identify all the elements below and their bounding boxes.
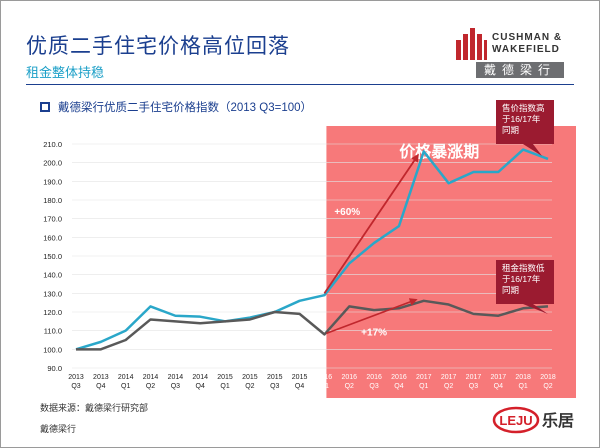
x-tick-quarter: Q2 bbox=[245, 383, 254, 390]
rent-callout-box bbox=[496, 260, 554, 314]
rent-growth-label: +17% bbox=[361, 327, 387, 338]
legend-square-icon bbox=[40, 102, 50, 112]
y-tick-label: 190.0 bbox=[43, 177, 62, 186]
y-tick-label: 150.0 bbox=[43, 252, 62, 261]
x-tick-quarter: Q4 bbox=[96, 383, 105, 390]
x-tick-year: 2014 bbox=[118, 374, 134, 381]
y-tick-label: 110.0 bbox=[44, 327, 62, 336]
x-tick-quarter: Q1 bbox=[320, 383, 329, 390]
data-source: 数据来源：戴德梁行研究部 bbox=[40, 403, 149, 413]
x-tick-year: 2015 bbox=[242, 374, 258, 381]
price-growth-label: +60% bbox=[334, 207, 360, 218]
y-tick-label: 160.0 bbox=[43, 233, 62, 242]
y-tick-label: 200.0 bbox=[43, 159, 62, 168]
title-divider bbox=[26, 84, 574, 85]
rent-growth-arrow bbox=[326, 298, 418, 335]
legend-label: 戴德梁行优质二手住宅价格指数（2013 Q3=100） bbox=[58, 102, 313, 114]
page-subtitle: 租金整体持稳 bbox=[26, 65, 105, 80]
x-tick-quarter: Q1 bbox=[518, 383, 527, 390]
chart-legend: 戴德梁行优质二手住宅价格指数（2013 Q3=100） bbox=[40, 99, 312, 115]
price-growth-arrow bbox=[323, 153, 419, 294]
x-tick-year: 2017 bbox=[491, 374, 507, 381]
x-tick-year: 2017 bbox=[466, 374, 482, 381]
logo-text-line2: WAKEFIELD bbox=[492, 44, 560, 55]
y-tick-label: 210.0 bbox=[43, 140, 62, 149]
footer-company: 戴德梁行 bbox=[40, 424, 77, 434]
x-tick-quarter: Q3 bbox=[369, 383, 378, 390]
rent-callout-text: 于16/17年 bbox=[502, 274, 541, 284]
building-logo-icon bbox=[456, 28, 487, 60]
price-callout-text: 于16/17年 bbox=[502, 114, 541, 124]
page-title: 优质二手住宅价格高位回落 bbox=[26, 35, 290, 58]
x-tick-quarter: Q2 bbox=[345, 383, 354, 390]
x-tick-quarter: Q2 bbox=[146, 383, 155, 390]
leju-ellipse-icon bbox=[492, 406, 540, 434]
y-tick-label: 170.0 bbox=[43, 215, 62, 224]
x-tick-year: 2014 bbox=[192, 374, 208, 381]
x-tick-quarter: Q3 bbox=[469, 383, 478, 390]
x-tick-year: 2016 bbox=[366, 374, 382, 381]
y-tick-label: 180.0 bbox=[43, 196, 62, 205]
x-tick-quarter: Q3 bbox=[270, 383, 279, 390]
x-tick-year: 2018 bbox=[515, 374, 531, 381]
x-tick-quarter: Q4 bbox=[196, 383, 205, 390]
cushman-wakefield-logo: CUSHMAN & WAKEFIELD 戴德梁行 bbox=[454, 26, 584, 78]
x-tick-year: 2017 bbox=[416, 374, 432, 381]
x-tick-year: 2016 bbox=[317, 374, 333, 381]
y-tick-label: 130.0 bbox=[43, 289, 62, 298]
leju-logo-text: LEJU bbox=[499, 413, 532, 428]
price-callout-box bbox=[496, 100, 554, 156]
x-tick-year: 2015 bbox=[267, 374, 283, 381]
x-tick-quarter: Q2 bbox=[444, 383, 453, 390]
x-tick-year: 2018 bbox=[540, 374, 556, 381]
logo-chinese-name: 戴德梁行 bbox=[476, 62, 564, 78]
x-tick-year: 2017 bbox=[441, 374, 457, 381]
price-callout-text: 售价指数高 bbox=[502, 103, 545, 113]
x-tick-year: 2014 bbox=[168, 374, 184, 381]
x-tick-year: 2015 bbox=[217, 374, 233, 381]
x-tick-quarter: Q1 bbox=[121, 383, 130, 390]
x-tick-year: 2016 bbox=[341, 374, 357, 381]
rent-callout-text: 同期 bbox=[502, 285, 519, 295]
x-tick-quarter: Q1 bbox=[220, 383, 229, 390]
rent-callout-text: 租金指数低 bbox=[502, 263, 545, 273]
leju-brand-text: 乐居 bbox=[542, 411, 574, 430]
x-tick-quarter: Q3 bbox=[171, 383, 180, 390]
logo-text-line1: CUSHMAN & bbox=[492, 32, 563, 43]
y-tick-label: 100.0 bbox=[43, 345, 62, 354]
series-line-price_index bbox=[75, 148, 549, 351]
x-tick-quarter: Q3 bbox=[71, 383, 80, 390]
x-tick-quarter: Q4 bbox=[494, 383, 503, 390]
x-tick-quarter: Q4 bbox=[295, 383, 304, 390]
x-tick-quarter: Q1 bbox=[419, 383, 428, 390]
price-callout-text: 同期 bbox=[502, 125, 519, 135]
x-tick-year: 2015 bbox=[292, 374, 308, 381]
x-tick-quarter: Q4 bbox=[394, 383, 403, 390]
y-tick-label: 140.0 bbox=[43, 271, 62, 280]
leju-logo: LEJU 乐居 bbox=[492, 406, 574, 434]
highlight-label: 价格暴涨期 bbox=[399, 142, 479, 161]
x-tick-year: 2013 bbox=[68, 374, 84, 381]
x-tick-year: 2016 bbox=[391, 374, 407, 381]
x-tick-year: 2013 bbox=[93, 374, 109, 381]
series-line-rent_index bbox=[76, 299, 549, 351]
y-tick-label: 90.0 bbox=[47, 364, 62, 373]
y-tick-label: 120.0 bbox=[43, 308, 62, 317]
x-tick-quarter: Q2 bbox=[543, 383, 552, 390]
x-tick-year: 2014 bbox=[143, 374, 159, 381]
